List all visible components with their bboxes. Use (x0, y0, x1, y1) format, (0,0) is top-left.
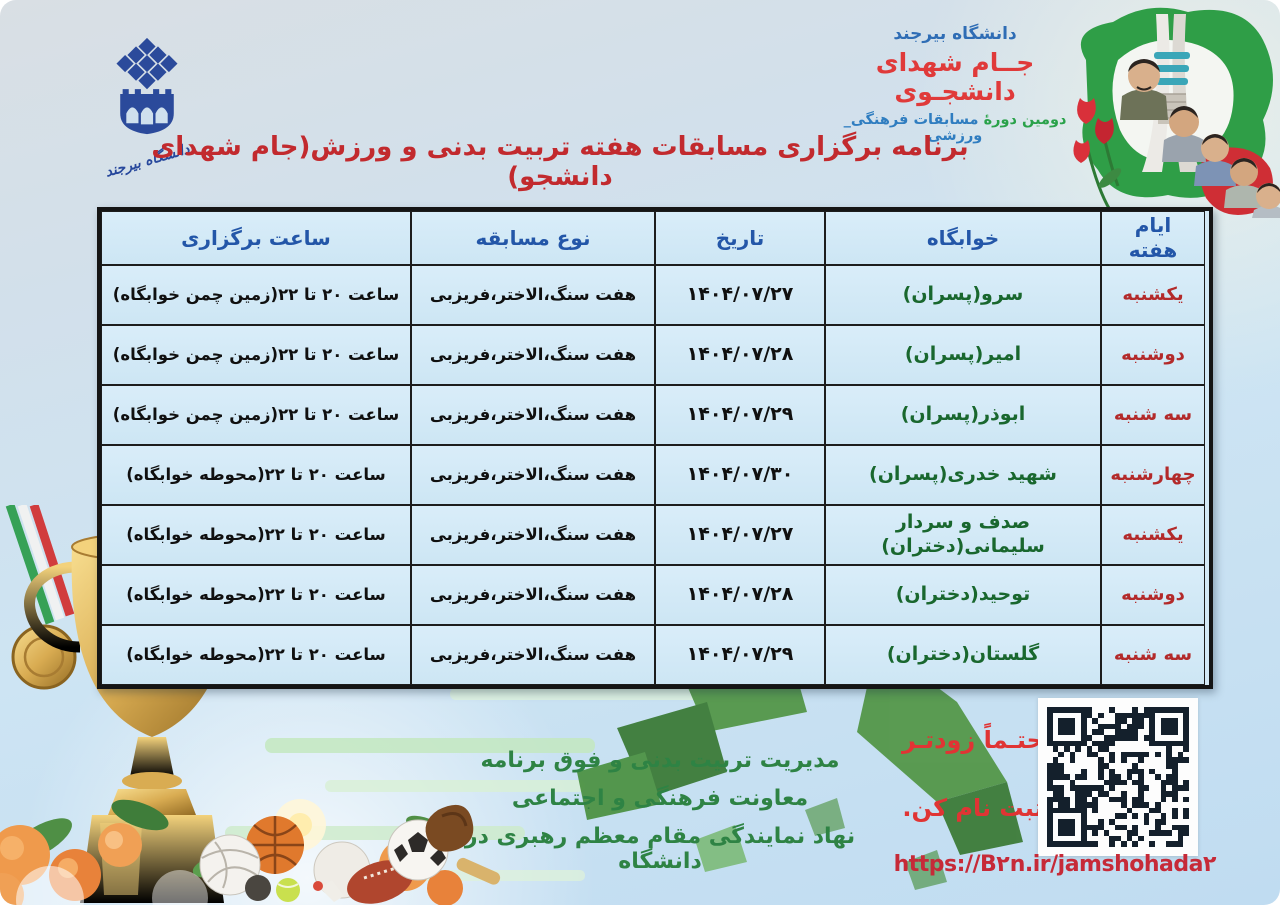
qr-code (1038, 698, 1198, 856)
cell-date: ۱۴۰۴/۰۷/۲۸ (655, 565, 825, 625)
event-title: جــام شهدای دانشجـوی (875, 48, 1035, 106)
cell-type: هفت سنگ،الاختر،فریزبی (411, 265, 655, 325)
col-header-type: نوع مسابقه (411, 211, 655, 265)
cell-day: یکشنبه (1101, 505, 1205, 565)
event-subtitle-part1: دومین دورهٔ (983, 112, 1067, 128)
event-subtitle: دومین دورهٔ مسابقات فرهنگی_ ورزشی (830, 112, 1080, 144)
cell-time: ساعت ۲۰ تا ۲۲(زمین چمن خوابگاه) (101, 265, 411, 325)
cell-time: ساعت ۲۰ تا ۲۲(محوطه خوابگاه) (101, 445, 411, 505)
col-header-dorm: خوابگاه (825, 211, 1101, 265)
cell-day: دوشنبه (1101, 565, 1205, 625)
organizer-line: نهاد نمایندگی مقام معظم رهبری در دانشگاه (464, 824, 856, 874)
cell-day: چهارشنبه (1101, 445, 1205, 505)
tulips (1073, 98, 1122, 211)
cta-register-soon: حتـماً زودتـر (902, 726, 1044, 754)
cell-dorm: گلستان(دختران) (825, 625, 1101, 685)
cell-time: ساعت ۲۰ تا ۲۲(محوطه خوابگاه) (101, 625, 411, 685)
cell-type: هفت سنگ،الاختر،فریزبی (411, 385, 655, 445)
university-logo: دانشگاه بیرجند (92, 38, 202, 206)
cell-date: ۱۴۰۴/۰۷/۲۹ (655, 385, 825, 445)
cell-type: هفت سنگ،الاختر،فریزبی (411, 325, 655, 385)
cell-dorm: توحید(دختران) (825, 565, 1101, 625)
cell-date: ۱۴۰۴/۰۷/۳۰ (655, 445, 825, 505)
cell-type: هفت سنگ،الاختر،فریزبی (411, 445, 655, 505)
university-emblem-icon (116, 38, 178, 135)
flowers (0, 823, 463, 905)
cell-dorm: ابوذر(پسران) (825, 385, 1101, 445)
qr-pattern (1047, 707, 1189, 847)
cell-date: ۱۴۰۴/۰۷/۲۷ (655, 505, 825, 565)
col-header-date: تاریخ (655, 211, 825, 265)
cell-day: سه شنبه (1101, 385, 1205, 445)
organizers-block: مدیریت تربیت بدنی و فوق برنامه معاونت فر… (420, 748, 900, 887)
cell-dorm: سرو(پسران) (825, 265, 1101, 325)
cell-date: ۱۴۰۴/۰۷/۲۹ (655, 625, 825, 685)
cell-dorm: صدف و سردار سلیمانی(دختران) (825, 505, 1101, 565)
col-header-day: ایام هفته (1101, 211, 1205, 265)
cell-day: یکشنبه (1101, 265, 1205, 325)
organizer-line: مدیریت تربیت بدنی و فوق برنامه (480, 748, 840, 773)
cell-type: هفت سنگ،الاختر،فریزبی (411, 565, 655, 625)
registration-url: https://B۲n.ir/jamshohada۲ (893, 852, 1217, 877)
cell-date: ۱۴۰۴/۰۷/۲۸ (655, 325, 825, 385)
page-title: برنامه برگزاری مسابقات هفته تربیت بدنی و… (151, 132, 969, 192)
university-name: دانشگاه بیرجند (893, 24, 1017, 44)
cell-dorm: شهید خدری(پسران) (825, 445, 1101, 505)
cell-time: ساعت ۲۰ تا ۲۲(محوطه خوابگاه) (101, 565, 411, 625)
cta-register-now: ثبت نام کن. (902, 794, 1044, 822)
organizer-line: معاونت فرهنگی و اجتماعی (511, 786, 809, 811)
cell-type: هفت سنگ،الاختر،فریزبی (411, 625, 655, 685)
cell-day: سه شنبه (1101, 625, 1205, 685)
martyrs-collage-graphic (1073, 7, 1280, 218)
cell-time: ساعت ۲۰ تا ۲۲(زمین چمن خوابگاه) (101, 385, 411, 445)
cell-day: دوشنبه (1101, 325, 1205, 385)
brand-block: دانشگاه بیرجند جــام شهدای دانشجـوی دومی… (830, 24, 1080, 144)
cell-dorm: امیر(پسران) (825, 325, 1101, 385)
cell-time: ساعت ۲۰ تا ۲۲(محوطه خوابگاه) (101, 505, 411, 565)
event-subtitle-part2: مسابقات فرهنگی_ ورزشی (843, 112, 983, 144)
martyr-portraits (1120, 59, 1280, 218)
cell-date: ۱۴۰۴/۰۷/۲۷ (655, 265, 825, 325)
schedule-table: ساعت برگزاری نوع مسابقه تاریخ خوابگاه ای… (97, 207, 1213, 689)
cell-type: هفت سنگ،الاختر،فریزبی (411, 505, 655, 565)
cell-time: ساعت ۲۰ تا ۲۲(زمین چمن خوابگاه) (101, 325, 411, 385)
col-header-time: ساعت برگزاری (101, 211, 411, 265)
